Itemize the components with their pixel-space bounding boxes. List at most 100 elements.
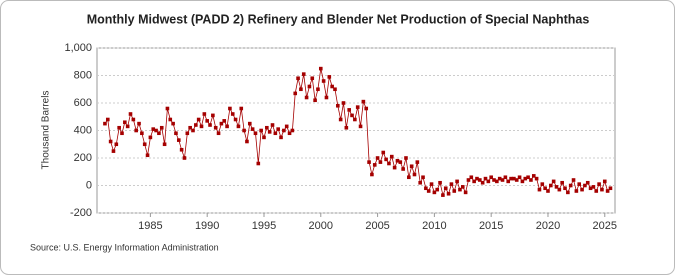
y-tick-label: 0 (86, 179, 92, 191)
data-point (392, 165, 397, 170)
data-point (551, 179, 556, 184)
data-point (364, 106, 369, 111)
x-tick-label: 2025 (593, 220, 617, 232)
data-point (165, 106, 170, 111)
data-point (452, 189, 457, 193)
data-point (318, 66, 323, 71)
data-point (145, 153, 150, 158)
data-point (196, 117, 201, 122)
data-point (608, 186, 613, 191)
data-point (409, 164, 414, 169)
data-point (531, 174, 536, 178)
data-point (131, 117, 136, 122)
data-point (111, 149, 116, 153)
x-tick-label: 2010 (422, 220, 446, 232)
data-point (114, 142, 119, 147)
data-point (225, 124, 229, 129)
data-point (407, 175, 411, 180)
data-point (529, 178, 533, 182)
data-point (568, 183, 573, 188)
data-point (125, 124, 130, 129)
data-point (262, 135, 266, 140)
data-point (543, 186, 547, 191)
data-point (475, 176, 479, 181)
data-point (265, 125, 269, 130)
data-point (123, 120, 127, 125)
x-tick-label: 1985 (138, 220, 162, 232)
data-point (526, 175, 530, 180)
data-point (486, 179, 491, 184)
data-point (520, 179, 525, 184)
data-point (367, 160, 371, 164)
data-point (534, 176, 539, 181)
data-point (188, 125, 192, 130)
data-point (134, 128, 138, 133)
data-point (154, 128, 158, 133)
y-tick-label: -200 (70, 207, 92, 219)
data-point (117, 125, 121, 130)
data-point (597, 182, 601, 186)
data-point (602, 179, 607, 184)
data-point (341, 101, 346, 105)
data-point (429, 182, 434, 186)
data-point (361, 99, 366, 104)
y-tick-label: 800 (74, 69, 92, 81)
data-point (355, 105, 360, 109)
data-point (157, 131, 161, 136)
data-point (310, 76, 315, 81)
data-point (438, 180, 442, 185)
data-point (421, 175, 425, 180)
data-point (338, 117, 343, 122)
data-point (128, 112, 133, 116)
data-point (509, 176, 513, 181)
data-point (517, 175, 522, 180)
data-point (159, 125, 164, 130)
data-point (381, 150, 386, 155)
data-point (151, 127, 156, 131)
data-point (443, 186, 448, 191)
data-point (174, 131, 178, 136)
data-point (401, 167, 405, 171)
data-point (216, 131, 221, 136)
data-point (577, 182, 582, 186)
data-point (259, 128, 263, 133)
data-point (185, 131, 190, 136)
data-point (142, 142, 147, 147)
y-tick-label: 200 (74, 152, 92, 164)
data-point (523, 176, 528, 181)
data-point (549, 183, 553, 188)
data-point (213, 125, 218, 130)
data-point (250, 127, 255, 131)
data-point (313, 98, 317, 103)
data-point (242, 128, 246, 133)
data-point (353, 117, 357, 122)
data-point (208, 123, 212, 127)
data-point (492, 178, 496, 182)
data-point (267, 130, 272, 134)
data-point (228, 106, 232, 111)
y-tick-label: 600 (74, 97, 92, 109)
data-point (483, 176, 488, 181)
x-tick-label: 2005 (365, 220, 389, 232)
data-point (435, 187, 440, 192)
data-point (514, 178, 519, 182)
data-point (205, 119, 209, 123)
data-point (560, 180, 564, 185)
data-point (287, 131, 292, 136)
data-point (324, 95, 329, 100)
data-point (245, 139, 249, 144)
data-point (583, 183, 587, 188)
data-point (585, 180, 590, 185)
chart-title: Monthly Midwest (PADD 2) Refinery and Bl… (87, 12, 590, 26)
y-tick-label: 1,000 (64, 42, 92, 54)
x-tick-label: 2000 (309, 220, 333, 232)
data-point (563, 186, 567, 191)
data-point (330, 84, 334, 89)
data-point (236, 124, 241, 129)
data-point (105, 117, 110, 122)
data-point (270, 123, 275, 127)
data-point (480, 180, 485, 185)
data-point (179, 147, 184, 152)
data-point (211, 113, 215, 118)
